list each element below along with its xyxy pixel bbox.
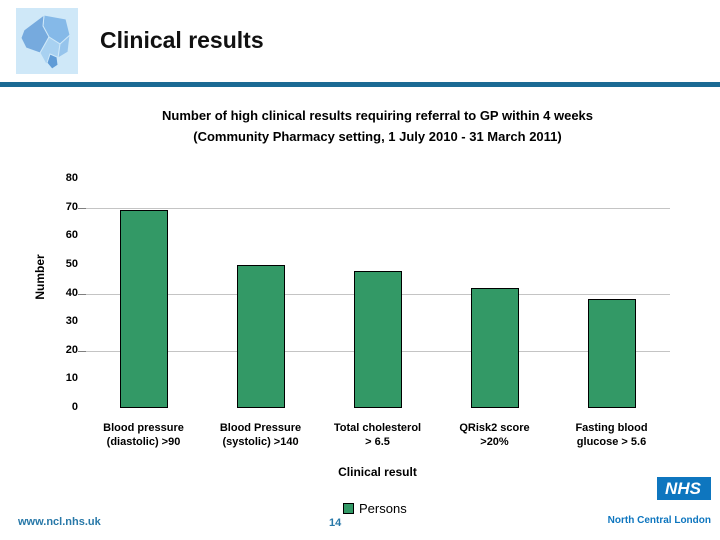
y-tick-mark-40: [78, 294, 86, 295]
page-title: Clinical results: [100, 27, 264, 53]
nhs-logo-text: NHS: [665, 478, 701, 498]
x-category-label-1: Blood pressure (diastolic) >90: [103, 422, 184, 448]
legend-label-persons: Persons: [359, 501, 407, 516]
y-tick-label-60: 60: [65, 229, 78, 242]
nhs-logo: NHS: [657, 477, 711, 500]
chart-title-line2: (Community Pharmacy setting, 1 July 2010…: [193, 129, 562, 144]
y-axis-title: Number: [33, 254, 47, 300]
y-tick-label-80: 80: [65, 172, 78, 184]
slide-page-number: 14: [329, 517, 342, 529]
bar-4[interactable]: [470, 287, 519, 408]
bar-3[interactable]: [353, 270, 402, 408]
y-tick-mark-20: [78, 351, 86, 352]
y-tick-label-70: 70: [65, 200, 78, 213]
x-category-label-4: QRisk2 score >20%: [459, 422, 530, 448]
y-tick-label-50: 50: [65, 257, 78, 270]
footer-website-link[interactable]: www.ncl.nhs.uk: [18, 516, 101, 528]
bar-1[interactable]: [119, 210, 168, 408]
y-tick-label-40: 40: [65, 286, 78, 299]
ncl-boroughs-map-logo: [16, 8, 78, 74]
x-category-label-2: Blood Pressure (systolic) >140: [219, 422, 302, 448]
x-category-label-3: Total cholesterol > 6.5: [333, 422, 422, 448]
legend-swatch-persons: [343, 503, 354, 514]
chart-title-line1: Number of high clinical results requirin…: [161, 108, 594, 123]
y-tick-mark-70: [78, 208, 86, 209]
bar-5[interactable]: [587, 299, 636, 408]
gridline-70: [85, 208, 670, 209]
bar-2[interactable]: [236, 264, 285, 408]
y-tick-label-0: 0: [71, 401, 78, 413]
organisation-name: North Central London: [607, 515, 711, 526]
y-tick-label-10: 10: [65, 372, 78, 385]
header-divider: [0, 82, 720, 87]
chart-title: Number of high clinical results requirin…: [85, 105, 670, 147]
chart-legend: Persons: [343, 501, 407, 516]
x-category-label-5: Fasting blood glucose > 5.6: [575, 422, 648, 448]
y-tick-label-20: 20: [65, 343, 78, 356]
boroughs-map-icon: [16, 8, 78, 74]
x-axis-title: Clinical result: [338, 465, 417, 479]
y-tick-label-30: 30: [65, 315, 78, 328]
